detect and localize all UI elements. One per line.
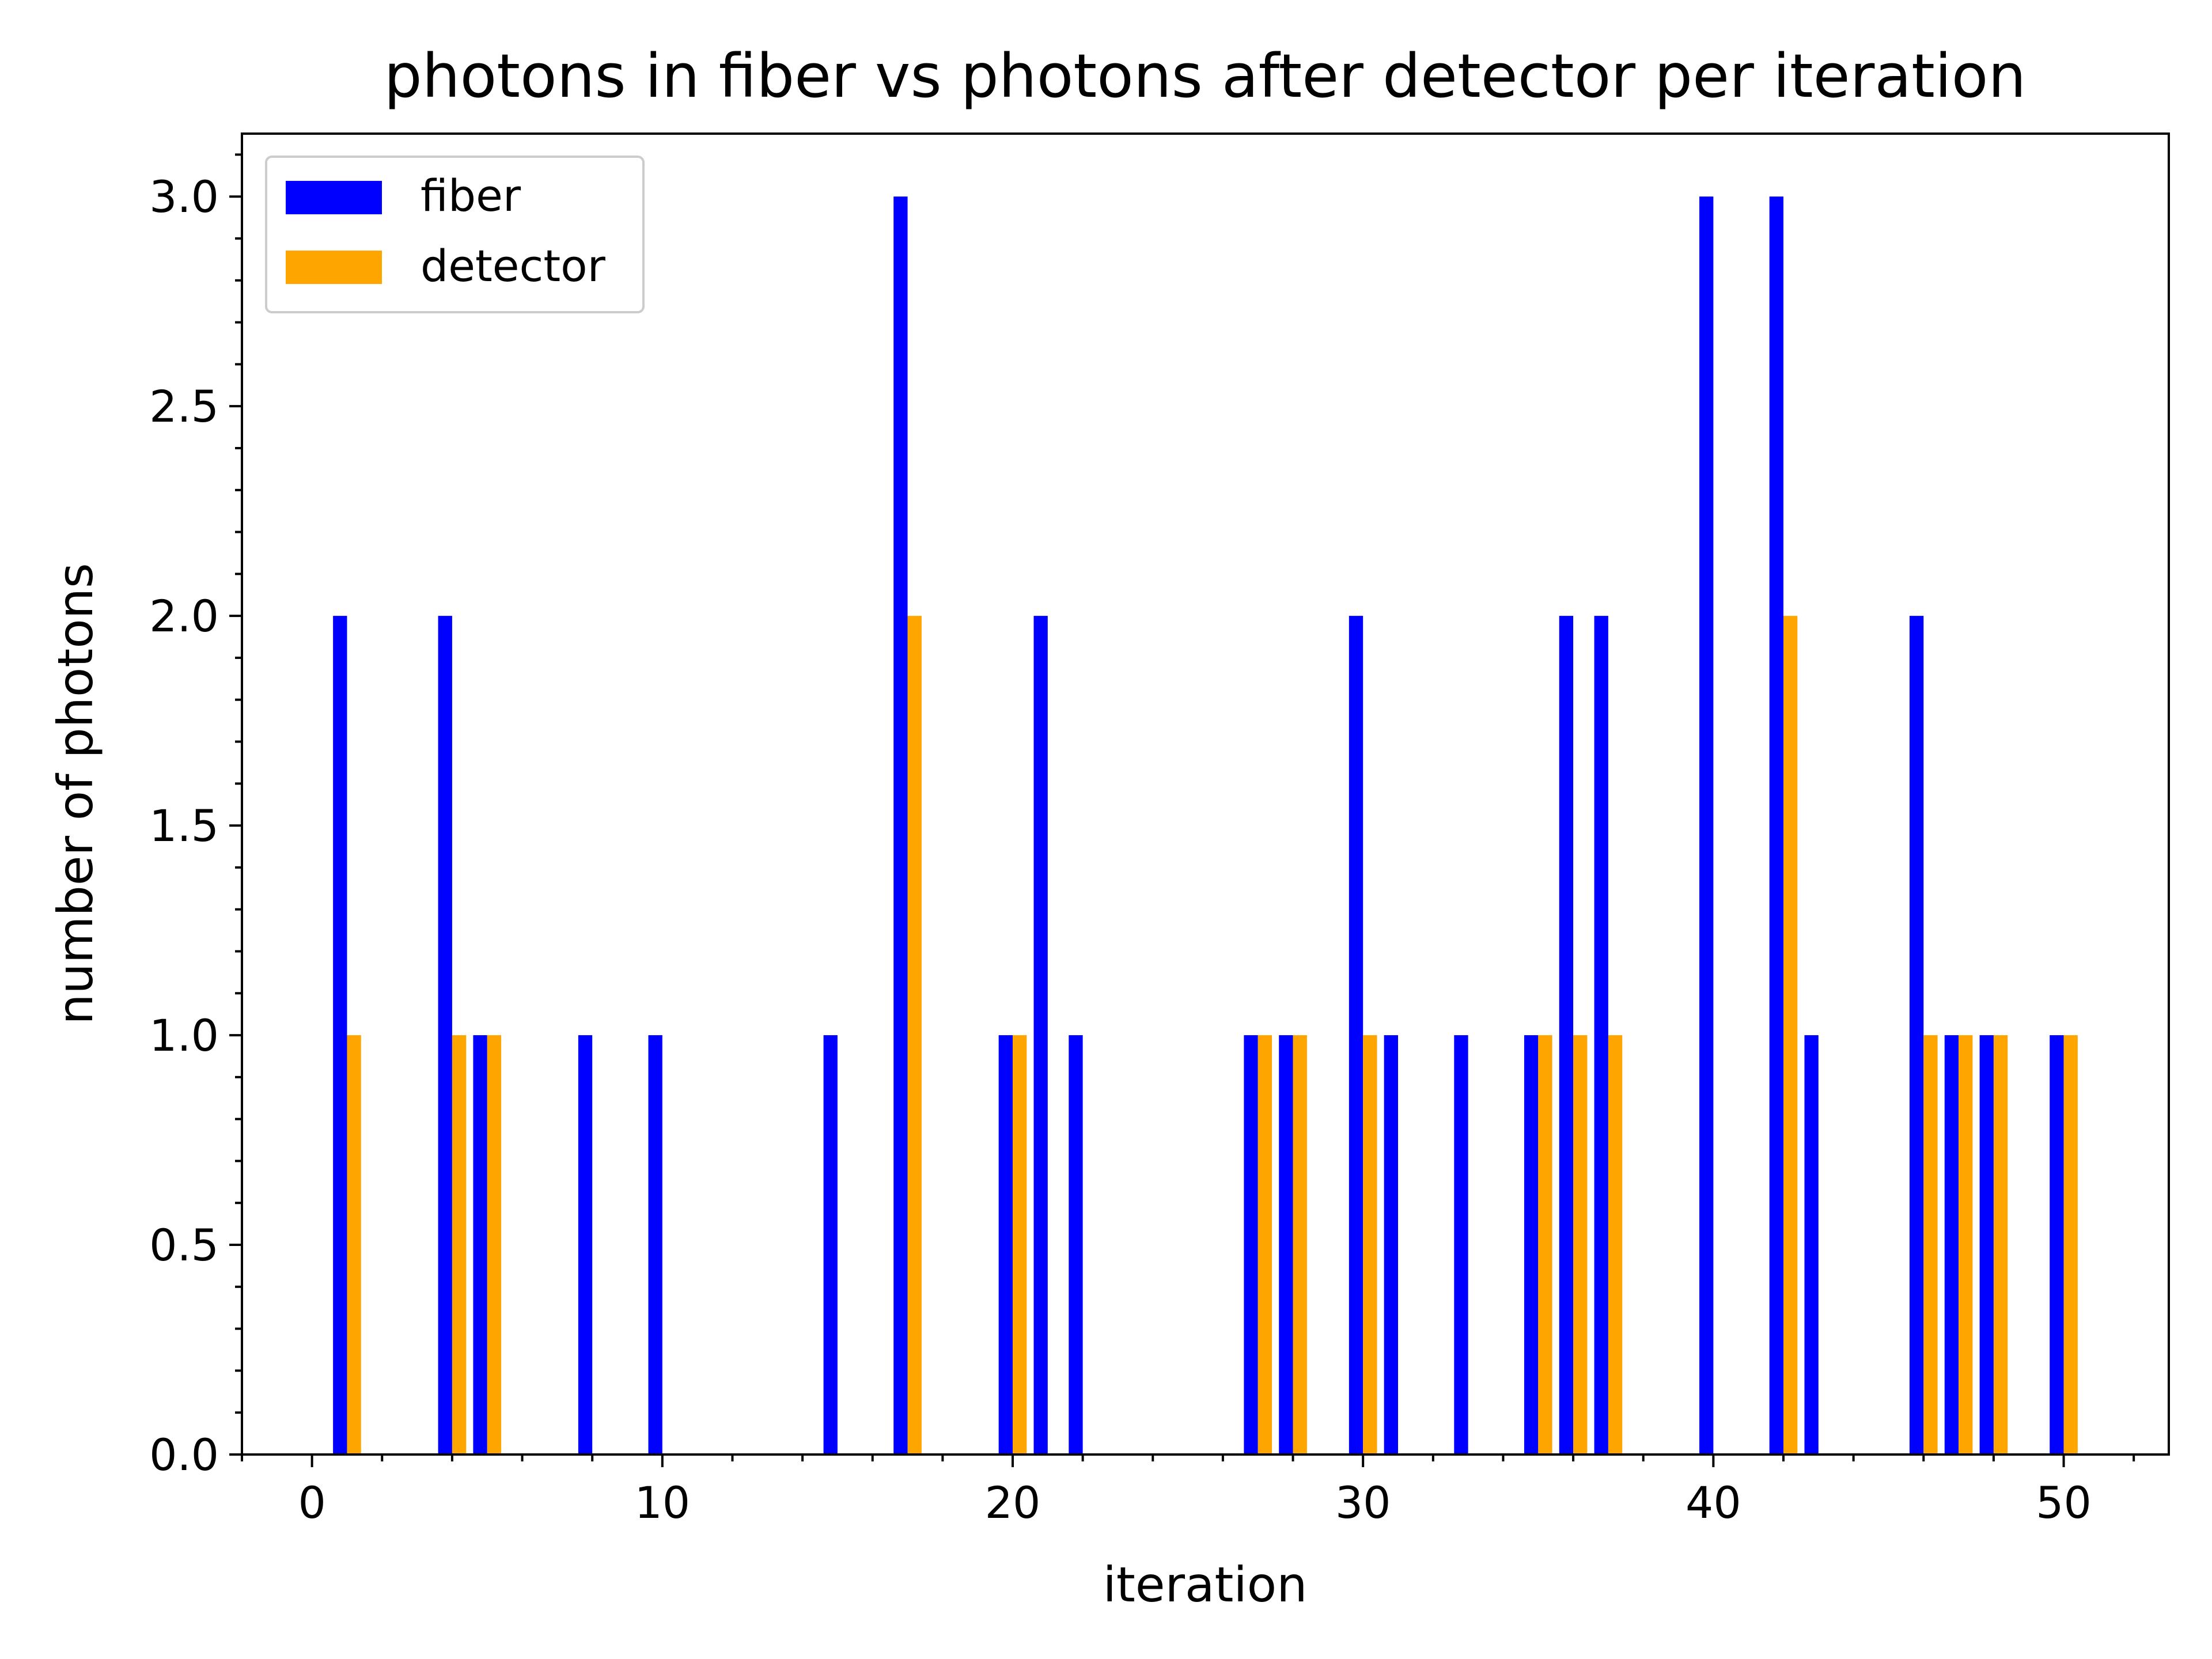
bar-fiber-50 xyxy=(2050,1035,2064,1455)
bar-fiber-10 xyxy=(648,1035,662,1455)
bar-detector-46 xyxy=(1923,1035,1938,1455)
bar-fiber-20 xyxy=(998,1035,1013,1455)
bar-detector-4 xyxy=(452,1035,467,1455)
y-tick-label: 2.0 xyxy=(149,590,219,642)
legend-label-detector: detector xyxy=(421,240,606,291)
bar-fiber-4 xyxy=(438,616,452,1455)
bar-fiber-22 xyxy=(1069,1035,1083,1455)
chart-title: photons in fiber vs photons after detect… xyxy=(384,41,2027,111)
bar-detector-28 xyxy=(1293,1035,1307,1455)
y-tick-label: 0.5 xyxy=(149,1219,219,1271)
x-tick-label: 10 xyxy=(634,1477,690,1528)
bar-fiber-42 xyxy=(1769,196,1783,1455)
bar-fiber-1 xyxy=(333,616,347,1455)
bar-detector-20 xyxy=(1013,1035,1027,1455)
bar-detector-5 xyxy=(487,1035,502,1455)
y-tick-label: 3.0 xyxy=(149,171,219,222)
plot-area-frame xyxy=(241,132,2170,1456)
bar-detector-1 xyxy=(347,1035,361,1455)
bar-fiber-15 xyxy=(823,1035,838,1455)
bar-fiber-36 xyxy=(1559,616,1574,1455)
bar-detector-36 xyxy=(1573,1035,1588,1455)
legend-label-fiber: fiber xyxy=(421,170,521,221)
bar-fiber-31 xyxy=(1384,1035,1398,1455)
bar-fiber-30 xyxy=(1349,616,1363,1455)
bar-detector-42 xyxy=(1783,616,1798,1455)
y-tick-label: 0.0 xyxy=(149,1429,219,1480)
bar-detector-17 xyxy=(907,616,922,1455)
y-tick-label: 1.5 xyxy=(149,800,219,851)
bar-fiber-28 xyxy=(1279,1035,1293,1455)
y-axis: 0.0 0.5 1.0 1.5 2.0 2.5 3.0 xyxy=(149,153,242,1480)
bar-detector-48 xyxy=(1993,1035,2008,1455)
bar-fiber-48 xyxy=(1979,1035,1994,1455)
y-tick-label: 1.0 xyxy=(149,1010,219,1061)
bar-fiber-5 xyxy=(473,1035,487,1455)
bar-detector-50 xyxy=(2063,1035,2078,1455)
legend-swatch-fiber xyxy=(286,181,382,214)
bar-fiber-37 xyxy=(1594,616,1608,1455)
bar-fiber-35 xyxy=(1524,1035,1539,1455)
x-axis: 0 10 20 30 40 50 xyxy=(241,1455,2135,1528)
bar-detector-30 xyxy=(1363,1035,1377,1455)
x-tick-label: 50 xyxy=(2036,1477,2092,1528)
bar-fiber-21 xyxy=(1033,616,1048,1455)
bar-fiber-47 xyxy=(1944,1035,1959,1455)
bar-detector-35 xyxy=(1538,1035,1552,1455)
x-tick-label: 0 xyxy=(298,1477,325,1528)
y-axis-label: number of photons xyxy=(47,563,104,1025)
bar-fiber-27 xyxy=(1244,1035,1258,1455)
x-tick-label: 40 xyxy=(1685,1477,1741,1528)
x-tick-label: 20 xyxy=(985,1477,1041,1528)
bar-fiber-17 xyxy=(893,196,908,1455)
bar-fiber-43 xyxy=(1804,1035,1819,1455)
bar-detector-37 xyxy=(1608,1035,1623,1455)
x-tick-label: 30 xyxy=(1335,1477,1391,1528)
x-axis-label: iteration xyxy=(1103,1556,1308,1613)
bar-fiber-40 xyxy=(1699,196,1714,1455)
bar-fiber-33 xyxy=(1454,1035,1468,1455)
bar-detector-27 xyxy=(1257,1035,1272,1455)
bar-detector-47 xyxy=(1959,1035,1973,1455)
bar-fiber-46 xyxy=(1909,616,1924,1455)
bar-fiber-8 xyxy=(578,1035,593,1455)
legend: fiber detector xyxy=(265,156,645,313)
legend-swatch-detector xyxy=(286,251,382,284)
y-tick-label: 2.5 xyxy=(149,381,219,432)
bars-layer xyxy=(333,196,2078,1455)
